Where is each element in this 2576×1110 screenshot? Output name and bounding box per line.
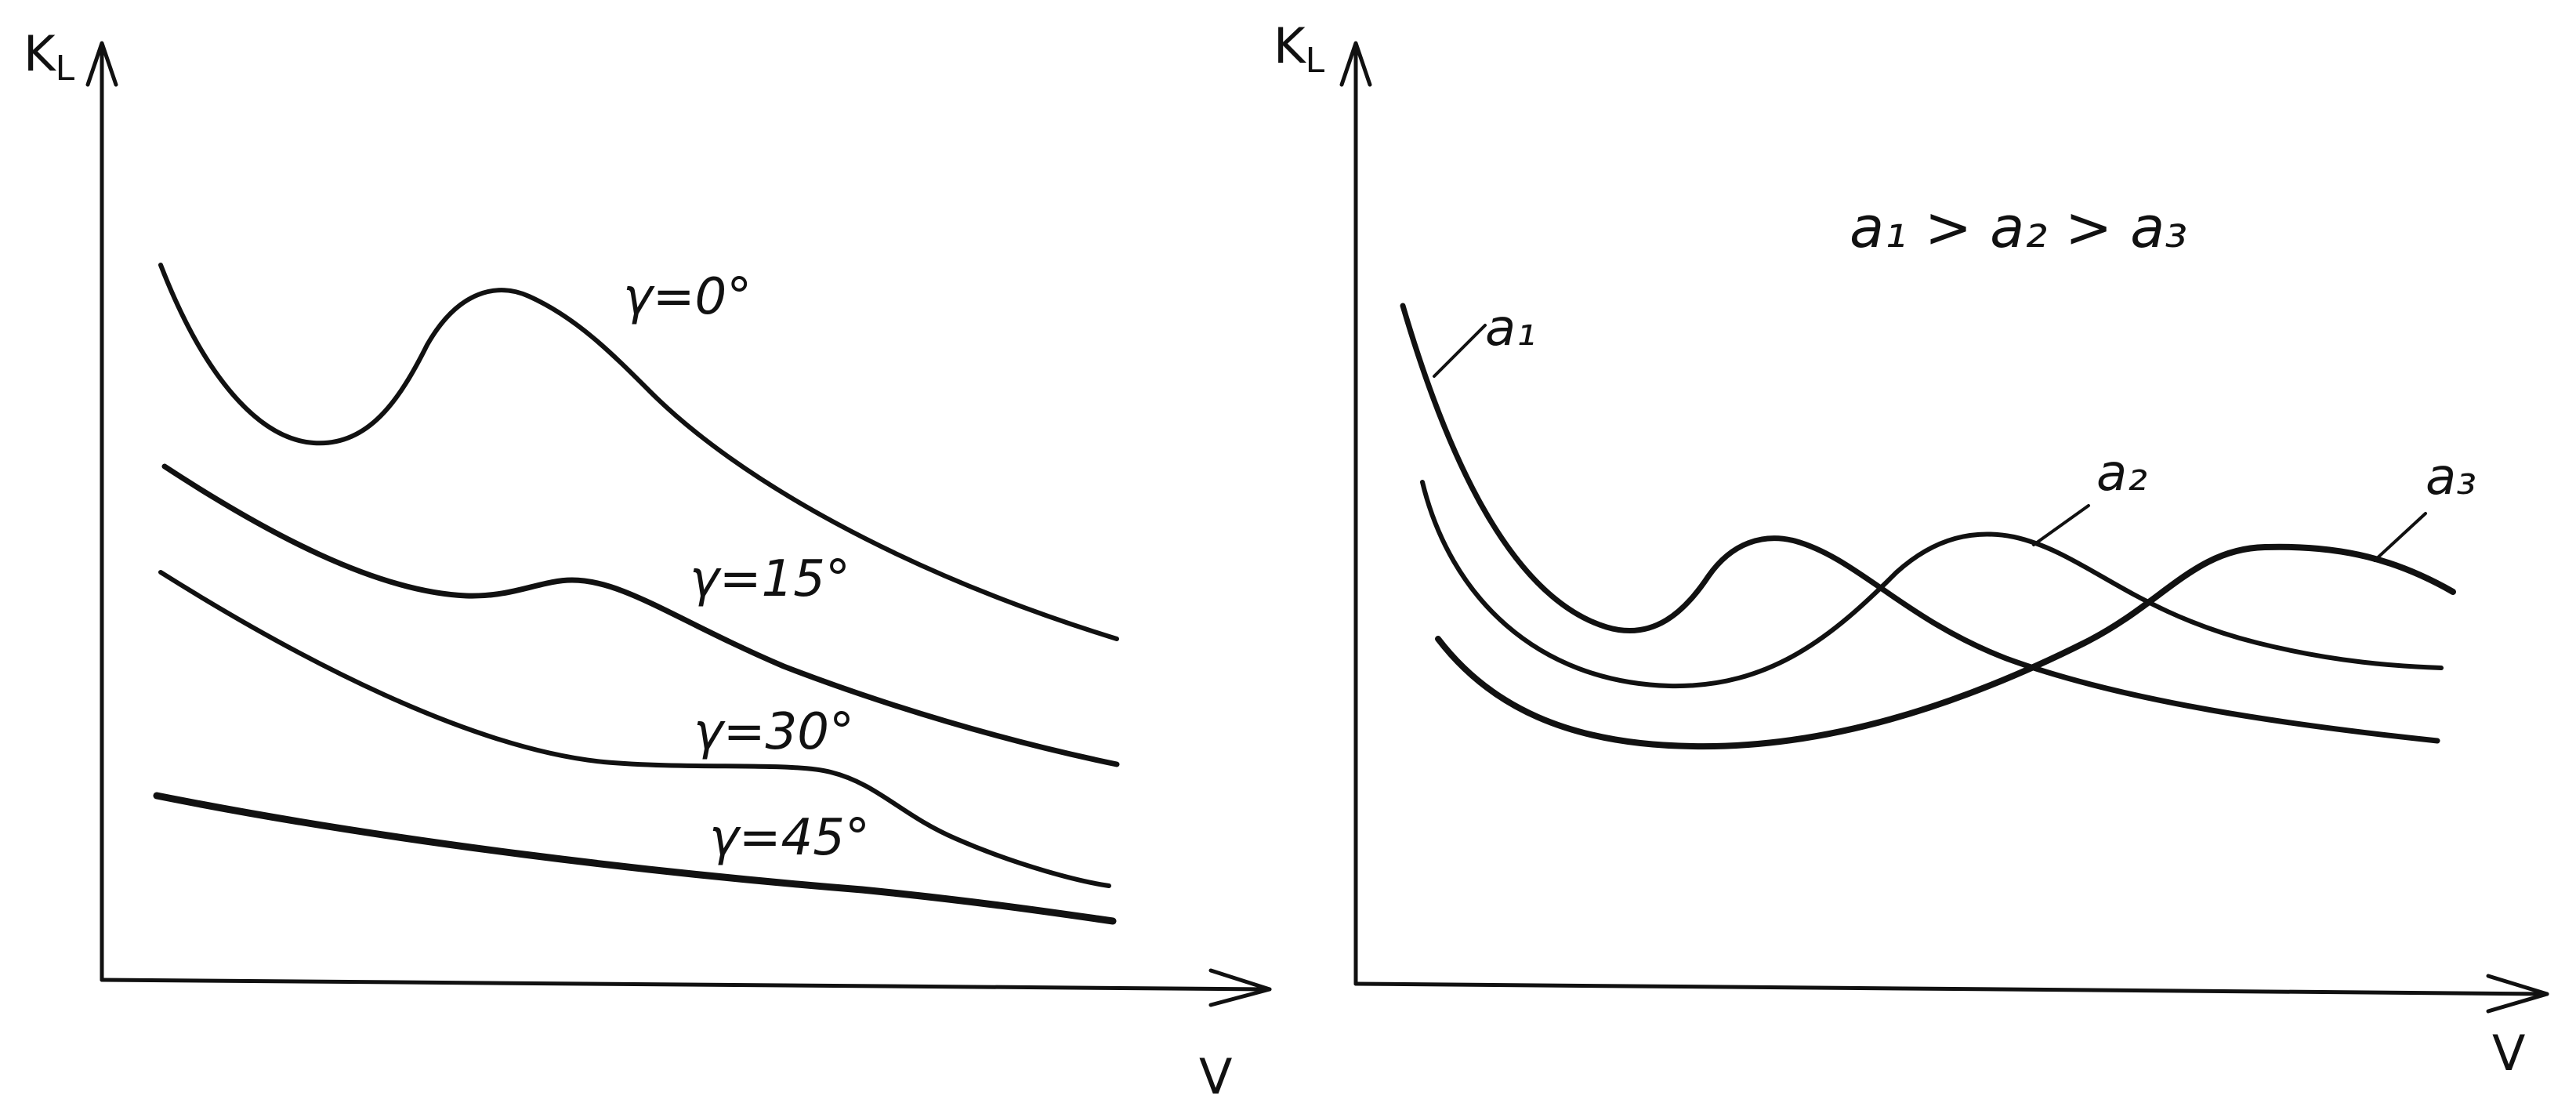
curve-gamma-15	[161, 463, 1120, 767]
right-x-axis	[1353, 981, 2549, 996]
curve-a3	[1435, 543, 2456, 750]
leader-a3	[2373, 512, 2427, 562]
right-x-axis-label: V	[2492, 1025, 2525, 1082]
left-x-axis-label: V	[1199, 1048, 1232, 1105]
curve-label-a2: a₂	[2096, 444, 2147, 502]
curve-label-a1: a₁	[1485, 299, 1536, 357]
leader-a2	[2032, 504, 2090, 546]
left-y-axis-arrow	[85, 41, 118, 87]
curve-gamma-30	[158, 570, 1111, 888]
leader-a1	[1433, 324, 1487, 378]
relation-label: a₁ > a₂ > a₃	[1850, 194, 2187, 260]
curve-gamma-45	[153, 792, 1117, 925]
curve-label-gamma-0: γ=0°	[623, 268, 752, 326]
curve-gamma-0	[158, 263, 1119, 641]
right-y-axis-label: KL	[1274, 17, 1325, 81]
curve-label-gamma-30: γ=30°	[694, 703, 854, 761]
curve-label-gamma-15: γ=15°	[690, 550, 850, 608]
curve-label-a3: a₃	[2426, 448, 2476, 506]
left-y-axis-label: KL	[24, 25, 75, 89]
curve-label-gamma-45: γ=45°	[709, 809, 870, 867]
curve-a1	[1400, 303, 2440, 744]
left-x-axis-arrow	[1208, 968, 1272, 1007]
right-x-axis-arrow	[2486, 974, 2549, 1014]
left-x-axis	[100, 978, 1272, 992]
left-panel: KL V γ=0° γ=15° γ=30° γ=45°	[24, 25, 1272, 1105]
right-y-axis-arrow	[1339, 41, 1372, 87]
right-panel: KL V a₁ > a₂ > a₃ a₁ a₂ a₃	[1274, 17, 2549, 1082]
curve-a2	[1420, 480, 2444, 689]
